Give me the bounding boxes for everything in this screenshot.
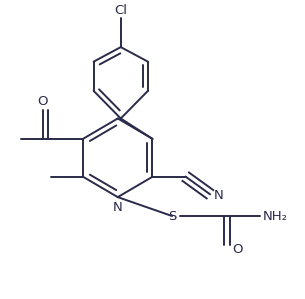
Text: O: O <box>38 95 48 108</box>
Text: S: S <box>168 210 176 222</box>
Text: N: N <box>113 201 123 214</box>
Text: O: O <box>233 243 243 256</box>
Text: Cl: Cl <box>114 4 127 16</box>
Text: N: N <box>214 189 223 202</box>
Text: NH₂: NH₂ <box>263 210 288 222</box>
